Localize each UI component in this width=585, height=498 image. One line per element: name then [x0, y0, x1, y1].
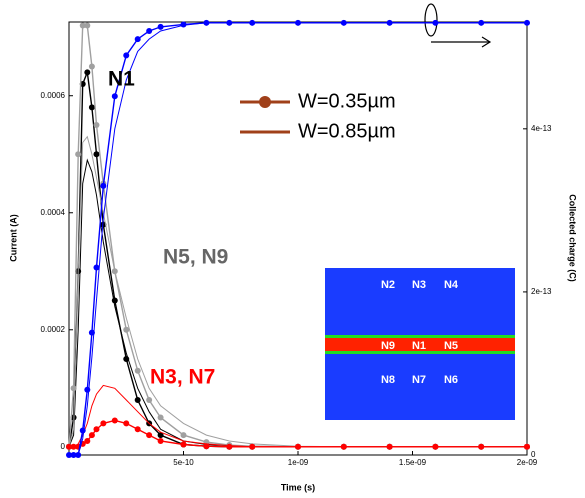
- series-marker: [88, 63, 95, 70]
- series-line: [69, 384, 527, 448]
- legend-marker: [259, 96, 271, 108]
- series-marker: [70, 385, 77, 392]
- series-marker: [88, 104, 95, 111]
- x-axis-title: Time (s): [281, 482, 315, 492]
- series-marker: [123, 52, 130, 59]
- series-marker: [93, 264, 100, 271]
- series-marker: [100, 182, 107, 189]
- series-line: [69, 419, 527, 448]
- annotation: N3, N7: [150, 366, 215, 389]
- annotation: N1: [108, 68, 135, 91]
- y2-axis-title: Collected charge (C): [568, 194, 578, 282]
- legend-label: W=0.85µm: [298, 120, 396, 142]
- inset-label: N5: [444, 340, 458, 352]
- series-marker: [84, 437, 91, 444]
- x-tick-label: 1e-09: [288, 458, 309, 467]
- inset-label: N1: [412, 340, 426, 352]
- y-tick-label: 0: [61, 442, 66, 451]
- series-marker: [93, 151, 100, 158]
- series-marker: [180, 432, 187, 439]
- inset-label: N9: [381, 340, 395, 352]
- series-marker: [226, 443, 233, 450]
- inset-label: N2: [381, 279, 395, 291]
- series-marker: [203, 443, 210, 450]
- series-marker: [157, 414, 164, 421]
- series-marker: [134, 426, 141, 433]
- series-marker: [111, 93, 118, 100]
- annotation: N5, N9: [163, 246, 228, 269]
- y-tick-label: 0.0002: [41, 325, 66, 334]
- series-marker: [146, 396, 153, 403]
- series-marker: [157, 437, 164, 444]
- series-marker: [84, 22, 91, 29]
- series-marker: [111, 417, 118, 424]
- series-marker: [84, 69, 91, 76]
- axis-arrow: [424, 3, 492, 48]
- x-tick-label: 2e-09: [517, 458, 538, 467]
- series-marker: [100, 420, 107, 427]
- y2-tick-label: 2e-13: [531, 287, 552, 296]
- series-marker: [79, 22, 86, 29]
- series-marker: [180, 21, 187, 28]
- y-tick-label: 0.0006: [41, 91, 66, 100]
- inset-label: N7: [412, 374, 426, 386]
- x-tick-label: 5e-10: [173, 458, 194, 467]
- series-marker: [134, 367, 141, 374]
- series-marker: [134, 396, 141, 403]
- series-marker: [180, 441, 187, 448]
- series-marker: [134, 36, 141, 43]
- series-marker: [79, 427, 86, 434]
- series-marker: [146, 432, 153, 439]
- inset-stripe: [325, 338, 515, 351]
- series-marker: [123, 420, 130, 427]
- y-tick-label: 0.0004: [41, 208, 66, 217]
- series-marker: [157, 432, 164, 439]
- y2-tick-label: 0: [531, 450, 536, 459]
- series-line: [69, 22, 527, 456]
- inset-label: N4: [444, 279, 459, 291]
- arrow-ellipse: [424, 3, 438, 37]
- series-marker: [146, 27, 153, 34]
- inset-label: N8: [381, 374, 395, 386]
- y2-tick-label: 4e-13: [531, 124, 552, 133]
- legend-label: W=0.35µm: [298, 90, 396, 112]
- series-marker: [93, 121, 100, 128]
- series-marker: [123, 326, 130, 333]
- x-tick-label: 1.5e-09: [399, 458, 427, 467]
- series-marker: [93, 426, 100, 433]
- series-marker: [88, 432, 95, 439]
- y-axis-title: Current (A): [8, 214, 18, 262]
- inset-label: N6: [444, 374, 458, 386]
- arrow-head: [481, 36, 492, 48]
- series-marker: [111, 297, 118, 304]
- series-marker: [157, 23, 164, 30]
- series-marker: [75, 151, 82, 158]
- inset: [325, 268, 515, 420]
- inset-label: N3: [412, 279, 426, 291]
